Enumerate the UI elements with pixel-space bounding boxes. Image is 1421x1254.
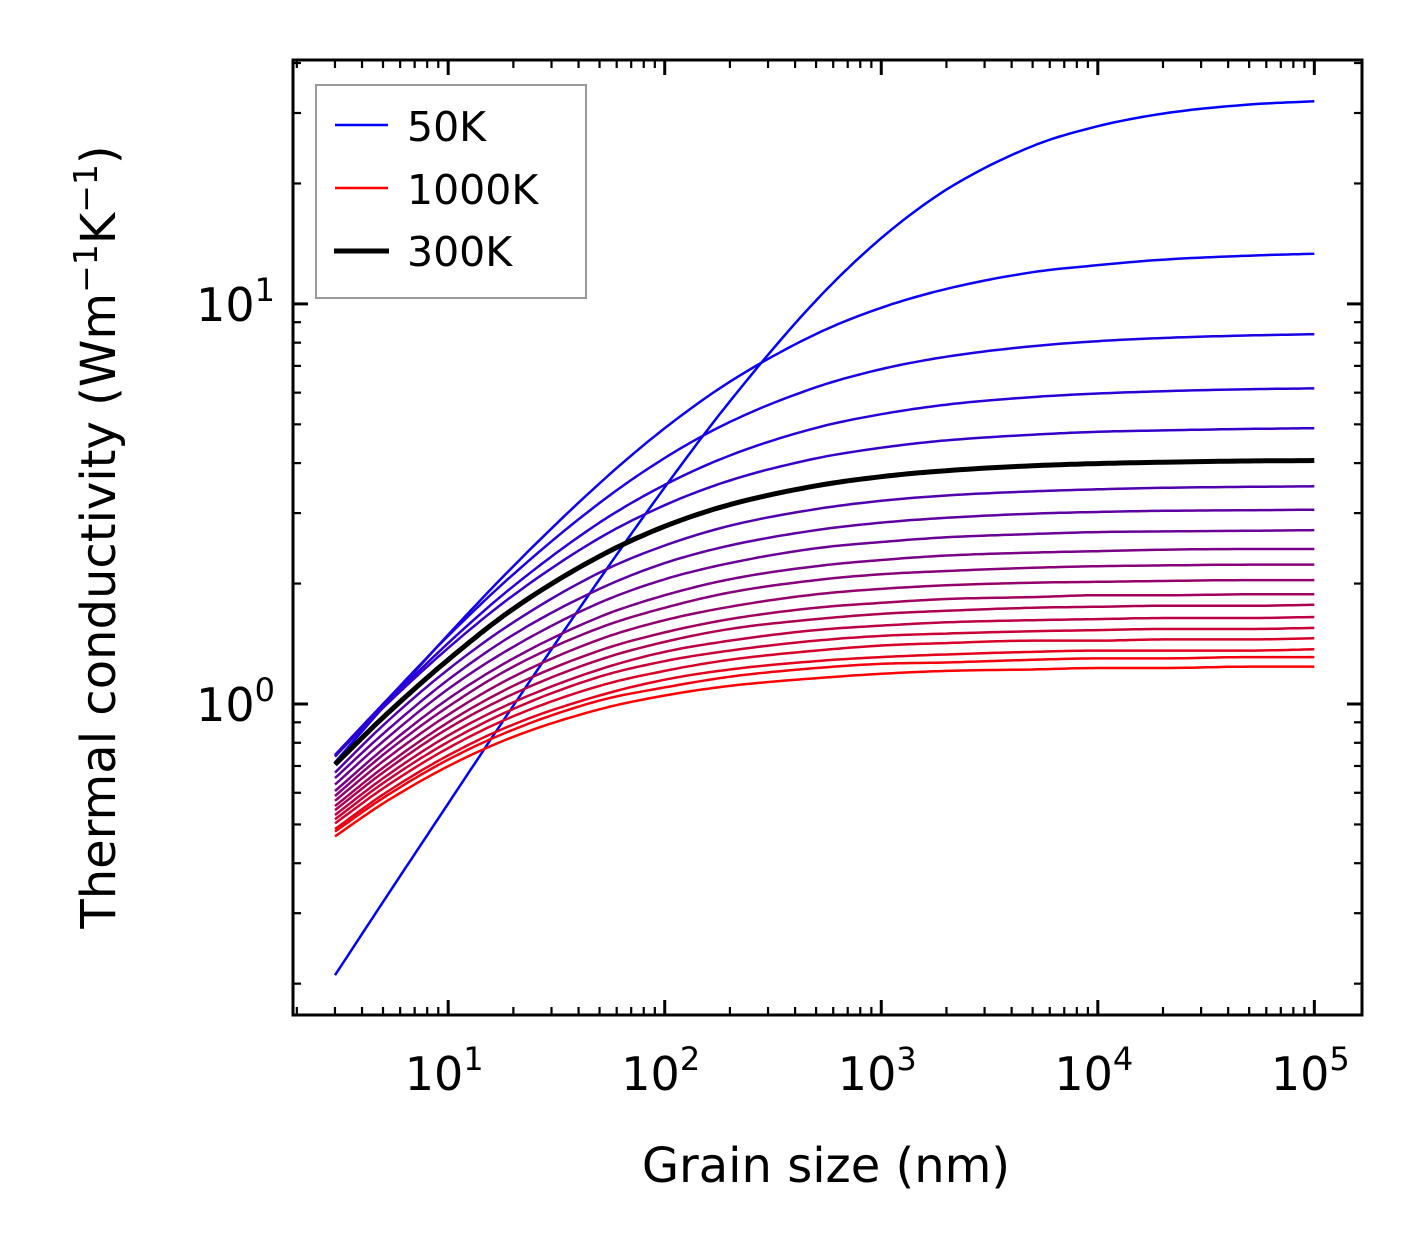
legend-label-1000k: 1000K: [407, 166, 539, 214]
series-line-600k: [334, 578, 1315, 802]
series-line-700k: [334, 603, 1315, 812]
y-tick-labels: 100 101: [196, 271, 275, 732]
y-axis-label-unit-k: K: [71, 211, 127, 244]
x-tick-label: 101: [405, 1040, 484, 1101]
x-tick-label: 102: [621, 1040, 700, 1101]
series-line-500k: [334, 547, 1315, 792]
series-line-1000k: [334, 665, 1315, 838]
x-tick-label: 103: [838, 1040, 917, 1101]
y-axis-label-exp1: −1: [66, 244, 105, 293]
plot-frame: [291, 58, 1364, 1017]
x-axis-label: Grain size (nm): [642, 1138, 1010, 1194]
y-axis-label-main: Thermal conductivity (Wm: [71, 293, 127, 930]
series-line-250k: [334, 426, 1315, 757]
series-line-400k: [334, 508, 1315, 780]
series-line-200k: [334, 387, 1315, 758]
series-line-300k: [333, 458, 1315, 767]
series-line-750k: [334, 615, 1315, 816]
legend: 50K 1000K 300K: [315, 84, 587, 299]
y-axis-label-exp2: −1: [66, 164, 105, 213]
x-tick-label: 104: [1054, 1040, 1133, 1101]
series-line-850k: [334, 636, 1315, 825]
series-lines: [333, 99, 1315, 976]
series-line-350k: [334, 485, 1315, 774]
legend-frame: [315, 84, 587, 299]
legend-label-300k: 300K: [407, 228, 513, 276]
y-tick-label: 100: [196, 671, 275, 732]
series-line-450k: [334, 528, 1315, 786]
series-line-100k: [334, 252, 1315, 764]
x-tick-labels: 101 102 103 104 105: [405, 1040, 1350, 1101]
legend-label-50k: 50K: [407, 103, 487, 151]
y-tick-label: 101: [196, 271, 275, 332]
y-axis-label-close: ): [71, 145, 127, 164]
series-line-50k: [333, 99, 1315, 976]
series-line-550k: [334, 563, 1315, 797]
y-axis-label: Thermal conductivity (Wm−1K−1): [66, 145, 127, 929]
series-line-950k: [334, 655, 1315, 833]
series-line-800k: [334, 626, 1315, 821]
series-line-900k: [334, 648, 1315, 831]
x-tick-label: 105: [1271, 1040, 1350, 1101]
series-line-150k: [334, 332, 1315, 756]
series-line-650k: [334, 593, 1315, 807]
